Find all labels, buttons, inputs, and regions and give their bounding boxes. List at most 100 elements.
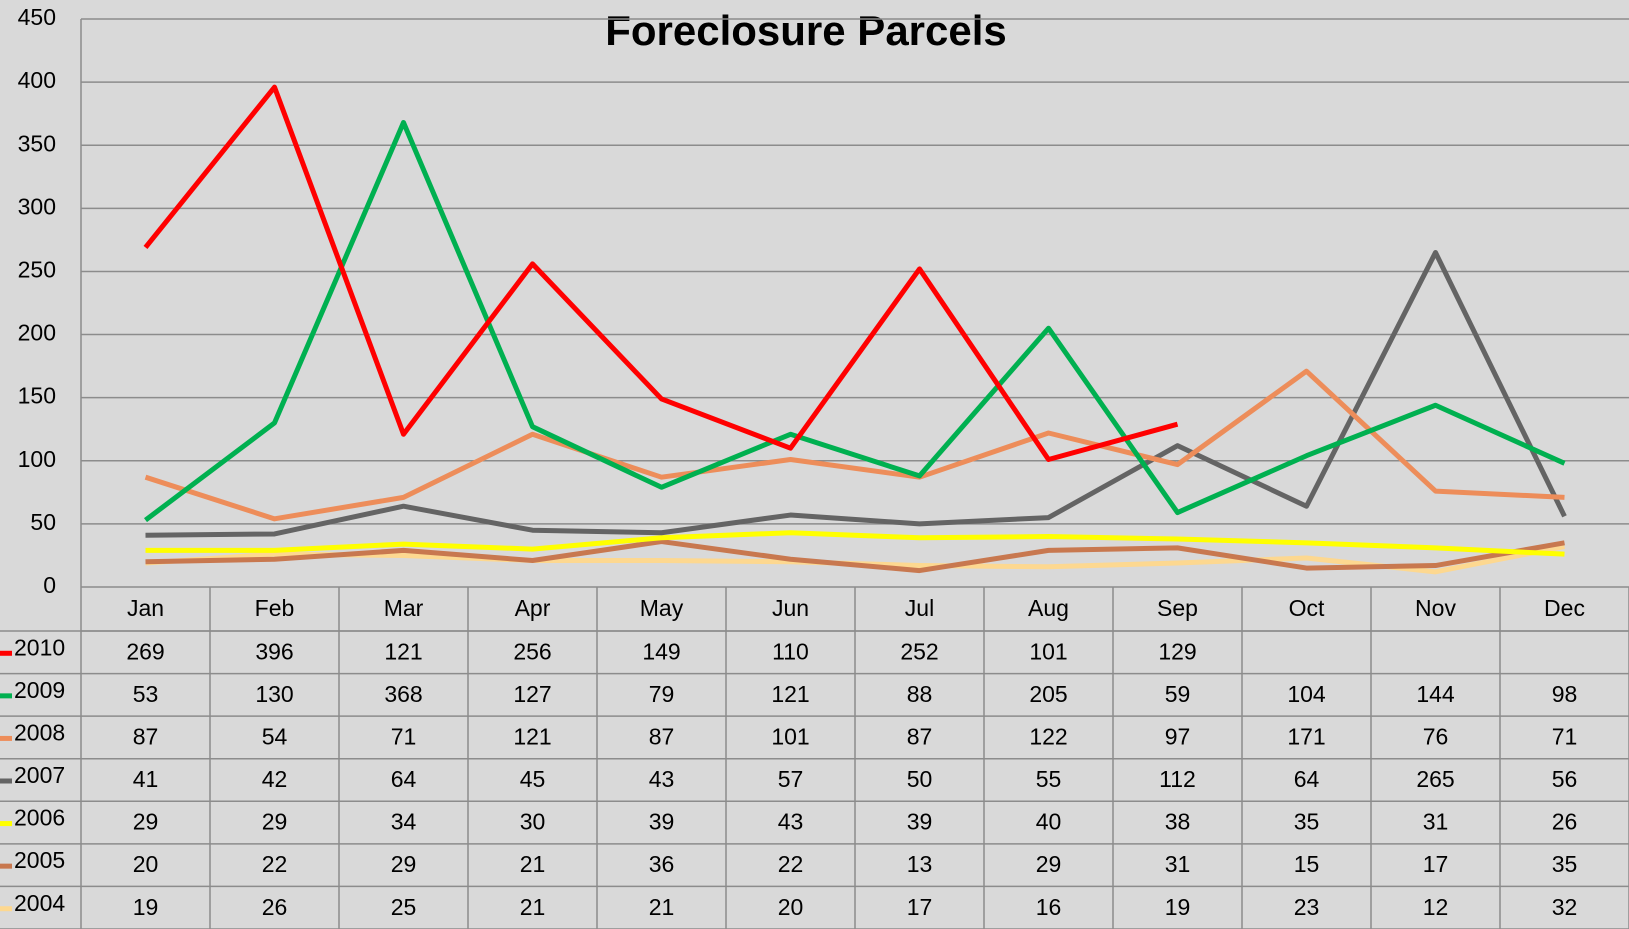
legend-label: 2008 [14, 720, 65, 746]
table-cell: 97 [1165, 724, 1191, 750]
table-cell: 71 [391, 724, 417, 750]
table-cell: 21 [520, 851, 546, 877]
table-cell: 104 [1287, 681, 1326, 707]
series-line [145, 539, 1565, 574]
series-line [144, 368, 1565, 522]
table-cell: 252 [900, 638, 938, 664]
table-cell: 29 [391, 851, 417, 877]
table-cell: 54 [262, 724, 288, 750]
table-cell: 59 [1165, 681, 1191, 707]
table-cell: 42 [262, 766, 288, 792]
table-cell: 32 [1552, 894, 1578, 920]
table-cell: 122 [1029, 724, 1067, 750]
table-cell: 22 [778, 851, 804, 877]
table-cell: 29 [133, 809, 159, 835]
y-tick-label: 0 [43, 572, 56, 598]
table-cell: 64 [391, 766, 417, 792]
table-cell: 29 [262, 809, 288, 835]
table-cell: 101 [771, 724, 809, 750]
table-cell: 205 [1029, 681, 1067, 707]
table-cell: 130 [255, 681, 293, 707]
y-tick-label: 100 [18, 446, 56, 472]
x-tick-label: Aug [1028, 595, 1069, 621]
table-cell: 265 [1416, 766, 1454, 792]
table-cell: 20 [133, 851, 159, 877]
table-cell: 21 [649, 894, 675, 920]
legend-label: 2009 [14, 677, 65, 703]
table-cell: 76 [1423, 724, 1449, 750]
table-cell: 256 [513, 638, 551, 664]
table-cell: 21 [520, 894, 546, 920]
table-cell: 36 [649, 851, 675, 877]
table-cell: 25 [391, 894, 417, 920]
x-tick-label: Dec [1544, 595, 1585, 621]
table-cell: 98 [1552, 681, 1578, 707]
table-cell: 13 [907, 851, 933, 877]
y-tick-label: 150 [18, 383, 56, 409]
x-tick-label: Feb [255, 595, 295, 621]
table-cell: 19 [1165, 894, 1191, 920]
table-cell: 41 [133, 766, 159, 792]
table-cell: 149 [642, 638, 680, 664]
series-line [145, 530, 1565, 557]
legend-label: 2010 [14, 634, 65, 660]
table-cell: 31 [1165, 851, 1191, 877]
y-tick-label: 400 [18, 67, 56, 93]
x-tick-label: Jan [127, 595, 164, 621]
x-tick-label: Jul [905, 595, 934, 621]
table-cell: 40 [1036, 809, 1062, 835]
table-cell: 38 [1165, 809, 1191, 835]
table-cell: 15 [1294, 851, 1320, 877]
table-cell: 20 [778, 894, 804, 920]
table-cell: 57 [778, 766, 804, 792]
series-line [143, 120, 1566, 523]
table-cell: 43 [649, 766, 675, 792]
x-tick-label: May [640, 595, 684, 621]
table-cell: 53 [133, 681, 159, 707]
table-cell: 71 [1552, 724, 1578, 750]
table-cell: 129 [1158, 638, 1196, 664]
table-cell: 29 [1036, 851, 1062, 877]
table-cell: 39 [649, 809, 675, 835]
table-cell: 101 [1029, 638, 1067, 664]
legend-label: 2005 [14, 847, 65, 873]
x-tick-label: Sep [1157, 595, 1198, 621]
table-cell: 144 [1416, 681, 1455, 707]
table-cell: 34 [391, 809, 417, 835]
table-cell: 269 [126, 638, 164, 664]
table-cell: 396 [255, 638, 293, 664]
table-cell: 88 [907, 681, 933, 707]
y-tick-label: 250 [18, 257, 56, 283]
table-cell: 39 [907, 809, 933, 835]
legend-label: 2004 [14, 890, 65, 916]
table-cell: 35 [1294, 809, 1320, 835]
table-cell: 121 [384, 638, 422, 664]
table-cell: 43 [778, 809, 804, 835]
legend-label: 2007 [14, 762, 65, 788]
table-cell: 26 [262, 894, 288, 920]
table-cell: 127 [513, 681, 551, 707]
y-tick-label: 50 [30, 509, 56, 535]
x-tick-label: Apr [515, 595, 551, 621]
y-tick-label: 300 [18, 193, 56, 219]
y-tick-label: 350 [18, 130, 56, 156]
table-cell: 50 [907, 766, 933, 792]
y-tick-label: 200 [18, 320, 56, 346]
table-cell: 17 [907, 894, 933, 920]
table-cell: 79 [649, 681, 675, 707]
table-cell: 171 [1287, 724, 1325, 750]
table-cell: 30 [520, 809, 546, 835]
table-cell: 31 [1423, 809, 1449, 835]
series-line [145, 250, 1567, 538]
table-cell: 121 [771, 681, 809, 707]
table-cell: 56 [1552, 766, 1578, 792]
table-cell: 368 [384, 681, 422, 707]
table-cell: 110 [772, 638, 809, 664]
table-cell: 17 [1423, 851, 1449, 877]
table-cell: 121 [513, 724, 551, 750]
table-cell: 87 [907, 724, 933, 750]
table-cell: 22 [262, 851, 288, 877]
table-cell: 45 [520, 766, 546, 792]
